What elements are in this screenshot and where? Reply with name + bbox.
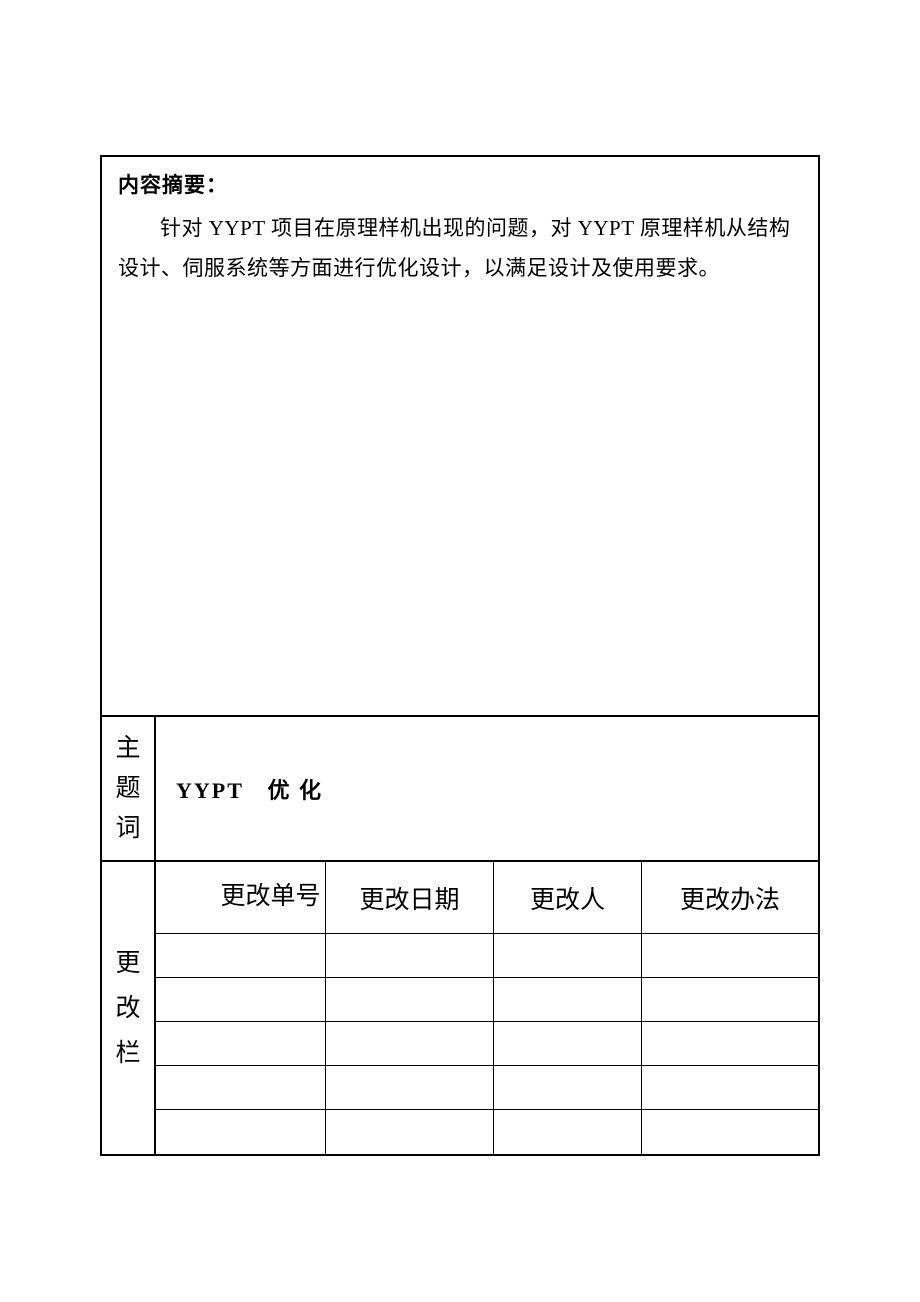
- cell-method: [642, 1110, 818, 1154]
- keyword-label: 主题词: [102, 717, 156, 860]
- table-row: [156, 978, 818, 1022]
- cell-number: [156, 1022, 326, 1065]
- keyword-value: YYPT 优 化: [156, 717, 818, 860]
- cell-number: [156, 978, 326, 1021]
- col-header-number: 更改单号: [156, 862, 326, 933]
- table-row: [156, 934, 818, 978]
- abstract-body: 针对 YYPT 项目在原理样机出现的问题，对 YYPT 原理样机从结构设计、伺服…: [118, 209, 802, 289]
- change-section: 更改栏 更改单号 更改日期 更改人 更改办法: [102, 862, 818, 1154]
- document-frame: 内容摘要： 针对 YYPT 项目在原理样机出现的问题，对 YYPT 原理样机从结…: [100, 155, 820, 1156]
- col-header-method: 更改办法: [642, 862, 818, 933]
- col-header-person: 更改人: [494, 862, 642, 933]
- table-row: [156, 1110, 818, 1154]
- col-header-number-text: 更改单号: [166, 881, 325, 914]
- cell-person: [494, 1022, 642, 1065]
- cell-date: [326, 1110, 494, 1154]
- cell-person: [494, 1066, 642, 1109]
- change-header-row: 更改单号 更改日期 更改人 更改办法: [156, 862, 818, 934]
- keyword-row: 主题词 YYPT 优 化: [102, 717, 818, 862]
- cell-date: [326, 978, 494, 1021]
- cell-method: [642, 978, 818, 1021]
- cell-date: [326, 1066, 494, 1109]
- cell-number: [156, 1066, 326, 1109]
- cell-number: [156, 934, 326, 977]
- cell-method: [642, 1066, 818, 1109]
- abstract-section: 内容摘要： 针对 YYPT 项目在原理样机出现的问题，对 YYPT 原理样机从结…: [102, 157, 818, 717]
- abstract-title: 内容摘要：: [118, 169, 802, 199]
- cell-method: [642, 1022, 818, 1065]
- change-label: 更改栏: [102, 862, 156, 1154]
- cell-person: [494, 1110, 642, 1154]
- cell-date: [326, 934, 494, 977]
- cell-method: [642, 934, 818, 977]
- cell-person: [494, 934, 642, 977]
- cell-number: [156, 1110, 326, 1154]
- col-header-date: 更改日期: [326, 862, 494, 933]
- cell-person: [494, 978, 642, 1021]
- table-row: [156, 1022, 818, 1066]
- table-row: [156, 1066, 818, 1110]
- cell-date: [326, 1022, 494, 1065]
- change-table: 更改单号 更改日期 更改人 更改办法: [156, 862, 818, 1154]
